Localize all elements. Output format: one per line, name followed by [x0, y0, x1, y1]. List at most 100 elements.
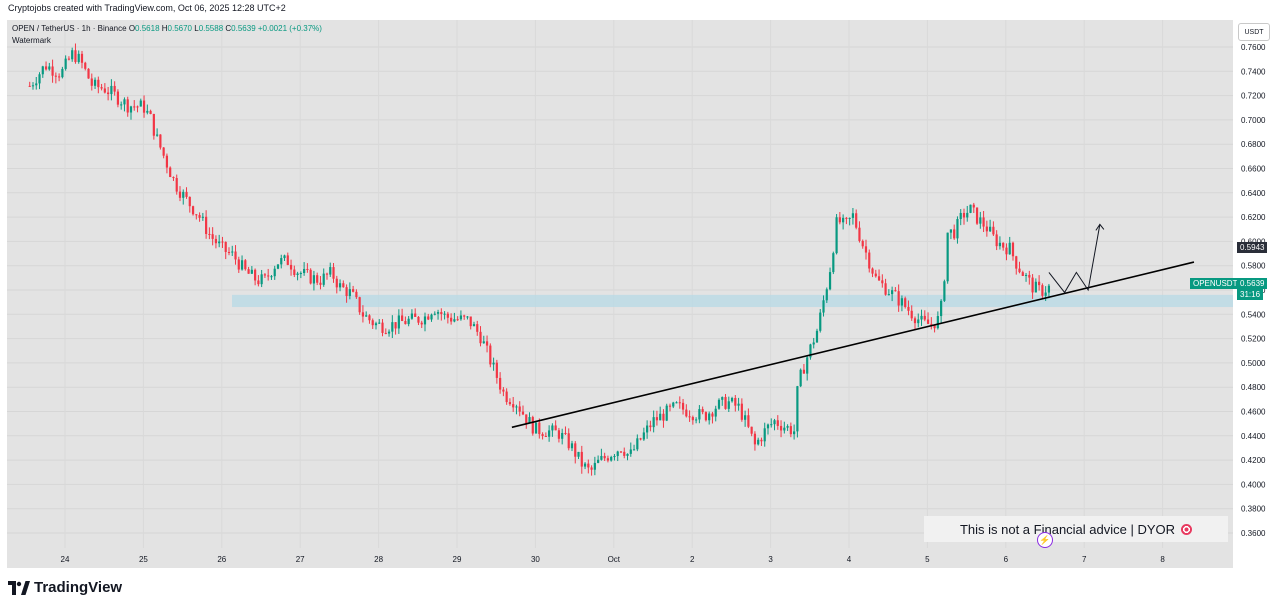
candle-body: [521, 411, 525, 415]
low-label: L: [194, 24, 199, 33]
candle-body: [1047, 285, 1051, 293]
time-label: 29: [453, 555, 462, 564]
candle-body: [681, 402, 685, 410]
candle-body: [126, 99, 129, 113]
time-label: 27: [296, 555, 305, 564]
marker-price-tag: 0.5943: [1237, 242, 1268, 254]
time-label: 2: [690, 555, 695, 564]
candle-body: [508, 402, 512, 405]
candle-body: [368, 315, 371, 321]
candle-body: [205, 216, 208, 234]
candle-body: [394, 322, 397, 329]
candle-body: [753, 433, 757, 445]
candle-body: [926, 319, 930, 324]
candle-body: [463, 315, 466, 317]
candle-body: [525, 414, 528, 424]
price-label: 0.5000: [1241, 359, 1266, 368]
candle-body: [613, 456, 616, 458]
candle-body: [828, 272, 832, 290]
lightning-icon[interactable]: ⚡: [1037, 532, 1053, 548]
candle-body: [87, 68, 90, 79]
candle-body: [534, 422, 538, 434]
candle-body: [636, 438, 639, 450]
price-label: 0.4400: [1241, 432, 1266, 441]
candle-body: [770, 424, 773, 426]
candle-body: [884, 283, 887, 295]
candle-body: [185, 191, 188, 197]
candle-body: [48, 66, 51, 70]
candle-body: [436, 312, 440, 314]
candle-body: [417, 316, 420, 323]
candle-body: [962, 212, 966, 218]
tradingview-logo[interactable]: TradingView: [8, 579, 122, 596]
tradingview-logo-icon: [8, 580, 30, 595]
candle-body: [123, 99, 126, 105]
open-value: 0.5618: [135, 24, 160, 33]
time-label: 30: [531, 555, 540, 564]
candle-body: [897, 291, 900, 306]
candle-body: [420, 322, 423, 325]
candle-body: [280, 258, 283, 265]
candle-body: [531, 417, 534, 434]
candle-body: [342, 283, 345, 288]
candle-body: [381, 322, 384, 333]
candle-body: [561, 432, 564, 439]
candle-body: [270, 276, 273, 278]
candle-body: [763, 428, 766, 442]
candle-body: [760, 439, 763, 442]
projection-arrow-icon: [1095, 223, 1105, 231]
candle-body: [953, 229, 956, 239]
candle-body: [992, 226, 995, 235]
time-label: 28: [374, 555, 383, 564]
currency-button[interactable]: USDT: [1238, 23, 1270, 41]
candle-body: [133, 106, 136, 108]
candle-body: [329, 267, 332, 275]
grid-lines: [7, 20, 1233, 548]
candle-body: [319, 282, 322, 285]
candle-body: [881, 280, 884, 284]
candle-body: [227, 251, 231, 253]
candle-body: [1011, 242, 1015, 257]
candle-body: [459, 315, 463, 320]
candle-body: [260, 274, 263, 285]
candle-body: [374, 323, 378, 326]
candle-body: [665, 405, 668, 421]
candle-body: [688, 416, 691, 418]
candle-body: [815, 330, 819, 343]
candle-body: [812, 342, 815, 345]
candle-body: [214, 238, 218, 244]
candle-body: [352, 289, 355, 292]
candle-body: [433, 313, 436, 315]
candle-body: [325, 273, 329, 275]
candle-body: [923, 315, 926, 320]
price-labels: 0.7600 0.7400 0.7200 0.7000 0.6800 0.6600 0.64…: [1241, 43, 1266, 538]
candle-body: [410, 313, 414, 319]
candle-body: [776, 420, 779, 426]
disclaimer-text: This is not a Financial advice | DYOR: [959, 521, 1176, 537]
candle-body: [165, 155, 169, 168]
time-label: 25: [139, 555, 148, 564]
candle-body: [734, 398, 737, 406]
candle-body: [887, 294, 890, 296]
candle-body: [632, 449, 636, 451]
candle-body: [1041, 285, 1044, 296]
candle-body: [809, 344, 812, 358]
chart-plot-area[interactable]: [7, 20, 1233, 568]
candle-body: [642, 432, 645, 440]
candle-body: [296, 273, 299, 275]
candle-body: [832, 253, 835, 273]
candle-body: [38, 74, 41, 84]
candle-body: [845, 217, 848, 219]
candle-body: [541, 434, 544, 437]
candle-body: [989, 226, 992, 232]
candle-body: [838, 217, 841, 223]
candle-body: [414, 313, 417, 317]
candle-body: [864, 246, 868, 253]
candle-body: [564, 432, 567, 434]
price-label: 0.7400: [1241, 67, 1266, 76]
time-label: 8: [1160, 555, 1165, 564]
candle-body: [231, 251, 234, 253]
candle-body: [492, 362, 495, 365]
candle-body: [162, 147, 165, 156]
time-axis[interactable]: [7, 548, 1233, 568]
